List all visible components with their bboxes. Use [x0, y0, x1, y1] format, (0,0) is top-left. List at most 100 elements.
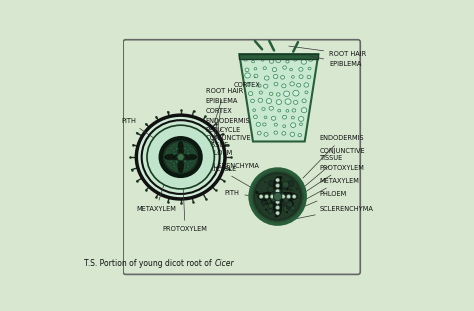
Ellipse shape	[272, 67, 277, 72]
Circle shape	[278, 189, 282, 193]
Ellipse shape	[269, 106, 273, 110]
Circle shape	[286, 187, 289, 190]
Circle shape	[286, 211, 288, 213]
Circle shape	[170, 155, 173, 159]
Ellipse shape	[274, 131, 278, 134]
Circle shape	[278, 212, 280, 214]
Circle shape	[275, 190, 278, 193]
Ellipse shape	[245, 68, 249, 72]
Circle shape	[179, 160, 182, 163]
Ellipse shape	[278, 109, 281, 112]
Ellipse shape	[286, 60, 289, 63]
Circle shape	[277, 198, 281, 202]
Circle shape	[183, 155, 187, 159]
Ellipse shape	[283, 66, 286, 69]
Circle shape	[268, 203, 273, 208]
Text: PHLOEM: PHLOEM	[290, 191, 347, 212]
Circle shape	[292, 194, 296, 199]
Text: ROOT HAIR: ROOT HAIR	[289, 46, 366, 57]
Ellipse shape	[147, 125, 214, 189]
Circle shape	[281, 191, 283, 193]
Text: EPIBLEMA: EPIBLEMA	[206, 98, 238, 131]
Text: CONJUNCTIVE
TISSUE: CONJUNCTIVE TISSUE	[300, 148, 365, 191]
Ellipse shape	[262, 108, 265, 110]
Circle shape	[259, 194, 263, 199]
Text: PROTOXYLEM: PROTOXYLEM	[297, 165, 365, 198]
Circle shape	[269, 204, 273, 207]
Ellipse shape	[257, 131, 261, 135]
Ellipse shape	[269, 92, 273, 95]
Text: METAXYLEM: METAXYLEM	[294, 178, 359, 206]
Ellipse shape	[283, 115, 287, 119]
Circle shape	[278, 202, 282, 206]
Ellipse shape	[293, 100, 298, 104]
Circle shape	[275, 199, 276, 201]
Ellipse shape	[278, 193, 298, 201]
Ellipse shape	[286, 109, 289, 112]
Circle shape	[274, 186, 278, 189]
Circle shape	[279, 192, 284, 197]
Circle shape	[179, 147, 182, 151]
Circle shape	[263, 196, 265, 199]
Ellipse shape	[291, 123, 296, 128]
Circle shape	[279, 183, 282, 186]
Circle shape	[268, 180, 274, 186]
Ellipse shape	[254, 67, 257, 70]
Circle shape	[270, 197, 272, 198]
Ellipse shape	[263, 67, 266, 70]
Ellipse shape	[263, 123, 266, 126]
Circle shape	[278, 195, 281, 198]
Circle shape	[280, 186, 283, 189]
Ellipse shape	[276, 100, 282, 104]
Circle shape	[272, 196, 274, 197]
Ellipse shape	[292, 116, 294, 119]
Ellipse shape	[261, 59, 264, 61]
Circle shape	[283, 181, 289, 188]
Ellipse shape	[273, 197, 282, 216]
Circle shape	[296, 188, 298, 190]
Circle shape	[170, 160, 173, 163]
Ellipse shape	[292, 76, 294, 78]
Circle shape	[183, 160, 187, 163]
Circle shape	[264, 181, 266, 183]
Circle shape	[275, 183, 280, 188]
Circle shape	[187, 165, 190, 168]
Circle shape	[275, 199, 279, 202]
Circle shape	[172, 162, 175, 165]
Circle shape	[192, 155, 196, 159]
Circle shape	[271, 200, 273, 202]
Circle shape	[165, 155, 169, 159]
Ellipse shape	[264, 132, 268, 136]
Circle shape	[290, 184, 292, 186]
Circle shape	[276, 195, 278, 197]
Ellipse shape	[309, 57, 313, 61]
Ellipse shape	[248, 92, 253, 95]
Ellipse shape	[274, 82, 278, 86]
Ellipse shape	[264, 84, 268, 88]
Text: CORTEX: CORTEX	[233, 77, 260, 88]
Ellipse shape	[253, 109, 255, 111]
Ellipse shape	[305, 91, 308, 94]
Circle shape	[264, 194, 269, 199]
Circle shape	[275, 178, 280, 182]
Ellipse shape	[259, 91, 263, 94]
Ellipse shape	[142, 120, 219, 194]
Circle shape	[258, 193, 261, 195]
Circle shape	[179, 142, 182, 146]
Ellipse shape	[300, 123, 302, 126]
Ellipse shape	[264, 116, 267, 118]
Circle shape	[275, 189, 280, 193]
Circle shape	[275, 215, 277, 218]
Circle shape	[275, 200, 280, 204]
Ellipse shape	[272, 116, 276, 120]
Circle shape	[282, 199, 285, 202]
Ellipse shape	[290, 132, 295, 137]
Circle shape	[273, 180, 275, 182]
Circle shape	[268, 191, 271, 194]
Ellipse shape	[299, 117, 304, 121]
Circle shape	[170, 147, 173, 150]
Circle shape	[268, 204, 269, 206]
Circle shape	[275, 206, 280, 210]
Circle shape	[250, 169, 305, 224]
Ellipse shape	[283, 125, 286, 128]
